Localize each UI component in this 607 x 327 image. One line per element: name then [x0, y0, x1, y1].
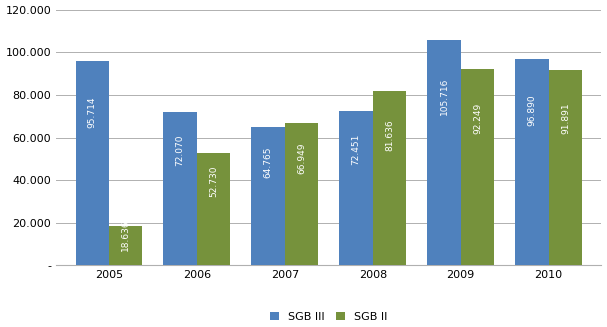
Legend: SGB III, SGB II: SGB III, SGB II	[271, 312, 387, 322]
Text: 81.636: 81.636	[385, 119, 394, 151]
Text: 91.891: 91.891	[561, 103, 570, 134]
Bar	[109, 226, 143, 266]
Bar	[339, 111, 373, 266]
Bar	[373, 91, 406, 266]
Text: 66.949: 66.949	[297, 143, 306, 174]
Text: 92.249: 92.249	[473, 102, 482, 133]
Text: 72.451: 72.451	[351, 134, 361, 165]
Text: 64.765: 64.765	[263, 146, 273, 178]
Bar	[75, 61, 109, 266]
Text: 18.636: 18.636	[121, 220, 130, 251]
Bar	[163, 112, 197, 266]
Bar	[427, 40, 461, 266]
Bar	[285, 123, 318, 266]
Bar	[515, 59, 549, 266]
Text: 52.730: 52.730	[209, 165, 218, 197]
Bar	[251, 127, 285, 266]
Text: 72.070: 72.070	[175, 134, 185, 166]
Text: 95.714: 95.714	[88, 97, 97, 128]
Text: 105.716: 105.716	[439, 78, 449, 115]
Bar	[461, 69, 494, 266]
Bar	[197, 153, 230, 266]
Bar	[549, 70, 582, 266]
Text: 96.890: 96.890	[527, 95, 537, 126]
